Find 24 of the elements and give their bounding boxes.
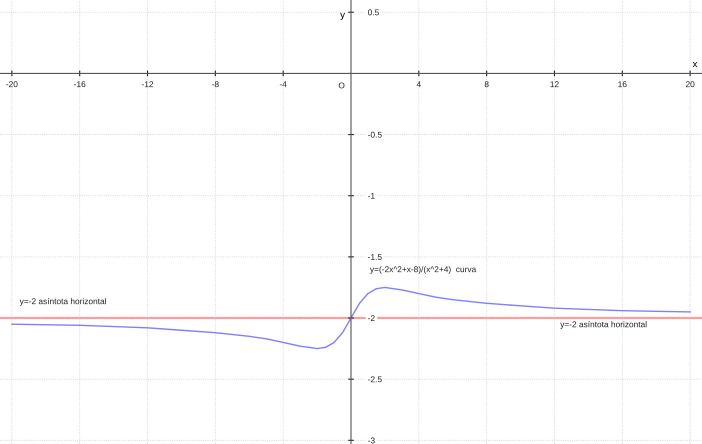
y-tick-label: -3 — [368, 438, 375, 444]
annotation: O — [338, 82, 344, 88]
x-tick-label: -20 — [6, 81, 18, 88]
x-tick-label: 16 — [618, 81, 627, 88]
y-tick-label: 0.5 — [368, 9, 379, 16]
x-tick-label: -8 — [212, 81, 219, 88]
y-tick-label: -2 — [368, 315, 375, 322]
y-axis-title: y — [340, 12, 345, 20]
annotation: y=(-2x^2+x-8)/(x^2+4) curva — [370, 266, 476, 274]
x-tick-label: -4 — [280, 81, 287, 88]
y-tick-label: -0.5 — [368, 132, 382, 138]
x-axis-title: x — [692, 62, 698, 68]
y-tick-label: -2.5 — [368, 376, 382, 382]
x-tick-label: 4 — [416, 81, 421, 88]
x-tick-label: 20 — [686, 81, 694, 88]
x-tick-label: 8 — [484, 81, 489, 88]
x-tick-label: 12 — [550, 81, 559, 88]
annotation: y=-2 asíntota horizontal — [560, 321, 646, 329]
x-tick-label: -16 — [74, 81, 86, 88]
y-tick-label: -1 — [368, 192, 375, 199]
y-tick-label: -1.5 — [368, 254, 382, 260]
x-tick-label: -12 — [142, 81, 154, 88]
annotation: y=-2 asíntota horizontal — [20, 298, 106, 306]
line-series — [11, 286, 691, 350]
